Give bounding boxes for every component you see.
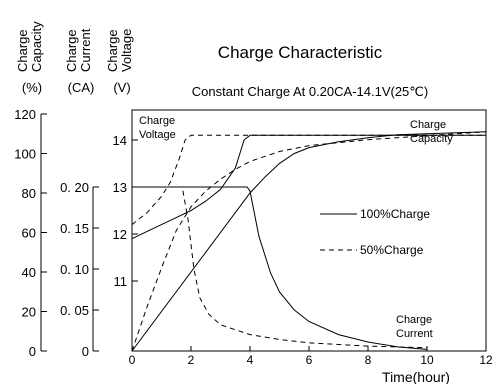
tick-label-voltage-0: 11 [114, 274, 128, 289]
curve-labels: Charge Voltage Charge Capacity Charge Current [139, 115, 453, 340]
x-tick-label-2: 4 [247, 353, 254, 367]
axis-unit-voltage: (V) [113, 80, 130, 95]
y-axes: 0 20 40 60 80 100 120 0 0. 05 0. 10 0. 15 0. 20 11 12… [14, 107, 138, 359]
axis-header-capacity-line-1: Capacity [29, 21, 44, 72]
axis-header-current-line-0: Charge [64, 29, 79, 72]
axis-unit-capacity: (%) [22, 80, 42, 95]
x-axis: 0 2 4 6 8 10 12 [129, 346, 493, 367]
legend-label-1: 50%Charge [360, 243, 424, 257]
curve-label-current-line-1: Current [396, 328, 433, 340]
tick-label-current-3: 0. 15 [60, 221, 89, 236]
curve-capacity-dashed-3 [131, 131, 487, 352]
tick-label-capacity-3: 60 [22, 226, 36, 241]
axis-header-capacity-line-0: Charge [15, 29, 30, 72]
curve-label-capacity-line-1: Capacity [410, 133, 453, 145]
tick-label-voltage-2: 13 [113, 180, 127, 195]
curve-current-dashed-5 [132, 186, 428, 349]
legend-label-0: 100%Charge [360, 207, 430, 221]
curve-label-voltage-line-1: Voltage [139, 129, 176, 141]
tick-label-voltage-3: 14 [113, 133, 127, 148]
tick-label-current-0: 0 [82, 344, 89, 359]
axis-header-voltage-line-0: Charge [105, 29, 120, 72]
x-tick-label-6: 12 [479, 353, 493, 367]
plot-frame [131, 109, 487, 352]
curve-capacity-solid-2 [131, 131, 487, 352]
curve-label-capacity-line-0: Charge [410, 119, 446, 131]
axis-header-current-line-1: Current [78, 28, 93, 72]
curves [131, 131, 487, 352]
tick-label-capacity-1: 20 [22, 305, 36, 320]
tick-label-capacity-5: 100 [14, 147, 36, 162]
curve-voltage-dashed-1 [131, 134, 486, 225]
tick-label-capacity-2: 40 [22, 265, 36, 280]
x-tick-label-3: 6 [306, 353, 313, 367]
tick-label-capacity-6: 120 [14, 107, 36, 122]
axis-headers: Charge Capacity(%)Charge Current(CA)Charge… [15, 21, 134, 95]
chart-subtitle: Constant Charge At 0.20CA-14.1V(25℃) [192, 84, 428, 99]
curve-current-solid-4 [132, 186, 428, 350]
axis-unit-current: (CA) [68, 80, 95, 95]
tick-label-current-2: 0. 10 [60, 262, 89, 277]
tick-label-current-1: 0. 05 [60, 303, 89, 318]
tick-label-current-4: 0. 20 [60, 180, 89, 195]
x-tick-label-4: 8 [365, 353, 372, 367]
tick-label-capacity-4: 80 [22, 186, 36, 201]
x-tick-label-5: 10 [420, 353, 434, 367]
x-tick-label-0: 0 [129, 353, 136, 367]
tick-label-voltage-1: 12 [113, 227, 127, 242]
x-axis-label: Time(hour) [382, 369, 450, 384]
tick-label-capacity-0: 0 [29, 344, 36, 359]
axis-header-voltage-line-1: Voltage [119, 29, 134, 72]
legend: 100%Charge 50%Charge [320, 207, 430, 257]
curve-voltage-solid-0 [131, 134, 486, 240]
curve-label-current-line-0: Charge [396, 314, 432, 326]
curve-label-voltage-line-0: Charge [139, 115, 175, 127]
chart-title: Charge Characteristic [218, 43, 383, 62]
x-tick-label-1: 2 [188, 353, 195, 367]
